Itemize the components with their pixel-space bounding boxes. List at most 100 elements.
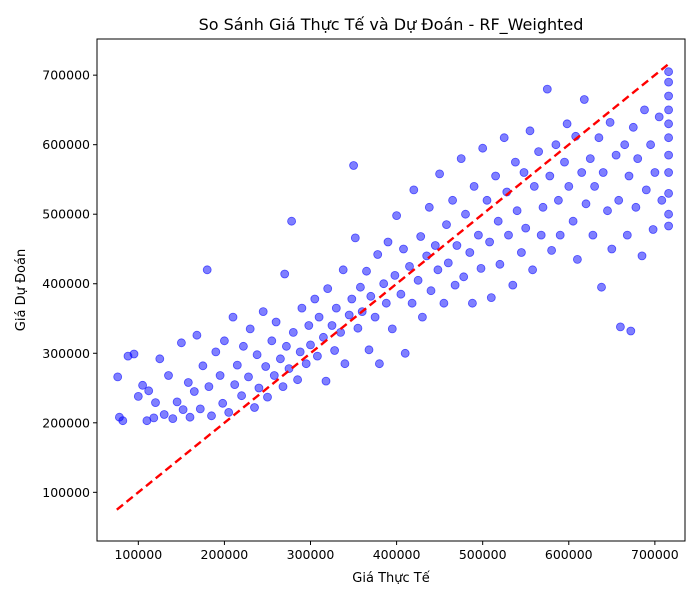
- chart-title: So Sánh Giá Thực Tế và Dự Đoán - RF_Weig…: [199, 15, 584, 35]
- data-point: [519, 168, 529, 177]
- data-point: [113, 372, 123, 382]
- data-point: [417, 312, 427, 322]
- data-point: [433, 265, 443, 275]
- data-point: [633, 154, 643, 164]
- perfect-prediction-line: [116, 63, 670, 511]
- data-point: [413, 275, 423, 285]
- data-point: [164, 371, 173, 380]
- data-point: [641, 185, 651, 195]
- data-point: [626, 326, 636, 336]
- plot-frame: [96, 38, 686, 542]
- data-point: [511, 157, 520, 167]
- data-point: [456, 154, 466, 164]
- y-axis-ticks: 100000 200000 300000 400000 500000 600000 7000…: [42, 68, 97, 500]
- data-point: [392, 211, 402, 221]
- data-point: [664, 119, 673, 129]
- data-point: [528, 265, 537, 275]
- data-point: [430, 241, 440, 250]
- data-point: [664, 77, 673, 87]
- data-point: [129, 349, 139, 359]
- data-point: [664, 150, 673, 160]
- data-point: [521, 223, 531, 233]
- data-point: [176, 338, 186, 348]
- data-point: [577, 168, 587, 177]
- data-point: [551, 140, 561, 150]
- data-point: [646, 140, 655, 150]
- data-point: [396, 289, 406, 299]
- data-point: [461, 209, 470, 219]
- data-point: [138, 380, 148, 390]
- x-tick-label: 300000: [287, 547, 335, 562]
- data-point: [564, 181, 574, 191]
- data-point: [485, 237, 495, 247]
- data-point: [469, 181, 479, 191]
- data-point: [293, 375, 303, 385]
- data-point: [426, 286, 436, 296]
- x-axis-label: Giá Thực Tế: [352, 571, 429, 586]
- x-tick-label: 600000: [545, 547, 593, 562]
- data-point: [637, 251, 647, 261]
- data-point: [215, 371, 225, 380]
- data-point: [364, 345, 374, 355]
- data-point: [622, 230, 632, 240]
- data-point: [327, 321, 337, 330]
- data-point: [452, 241, 462, 250]
- data-point: [536, 230, 546, 240]
- data-point: [192, 330, 202, 340]
- data-point: [607, 244, 617, 254]
- data-point: [568, 216, 578, 226]
- data-point: [306, 340, 315, 350]
- data-point: [159, 410, 169, 419]
- data-point: [594, 133, 604, 143]
- data-point: [405, 261, 414, 271]
- data-point: [336, 327, 346, 337]
- data-point: [301, 359, 311, 369]
- data-point: [287, 216, 297, 226]
- data-point: [478, 143, 488, 153]
- data-point: [611, 150, 621, 160]
- data-point: [664, 188, 673, 198]
- data-point: [366, 291, 376, 301]
- data-point: [244, 372, 253, 382]
- data-point: [573, 254, 582, 264]
- data-point: [495, 259, 505, 269]
- data-point: [178, 405, 188, 415]
- reference-line-layer: [116, 63, 670, 511]
- x-tick-label: 400000: [373, 547, 421, 562]
- data-point: [172, 397, 182, 407]
- x-tick-label: 500000: [459, 547, 507, 562]
- data-point: [542, 84, 552, 94]
- data-point: [525, 126, 535, 136]
- data-point: [399, 244, 408, 254]
- data-point: [374, 359, 384, 369]
- data-point: [347, 294, 357, 304]
- data-point: [250, 403, 259, 412]
- data-point: [450, 280, 460, 290]
- data-point: [664, 221, 673, 231]
- data-point: [381, 298, 391, 308]
- data-point: [252, 350, 262, 360]
- data-point: [657, 195, 667, 205]
- data-point: [344, 310, 354, 320]
- data-point: [314, 312, 324, 322]
- data-point: [476, 263, 486, 273]
- data-point: [280, 269, 290, 279]
- data-point: [331, 303, 341, 313]
- data-point: [219, 336, 229, 346]
- data-point: [198, 361, 208, 371]
- data-point: [467, 298, 477, 308]
- data-point: [278, 382, 288, 392]
- data-point: [362, 266, 371, 276]
- data-point: [605, 118, 615, 127]
- data-point: [370, 312, 380, 322]
- data-point: [254, 383, 264, 393]
- x-tick-label: 700000: [631, 547, 679, 562]
- data-point: [338, 265, 348, 275]
- data-point: [448, 195, 458, 205]
- data-point: [603, 206, 612, 216]
- data-point: [267, 336, 277, 346]
- data-point: [355, 282, 365, 292]
- data-point: [534, 147, 543, 157]
- data-point: [202, 265, 212, 275]
- data-point: [439, 298, 449, 308]
